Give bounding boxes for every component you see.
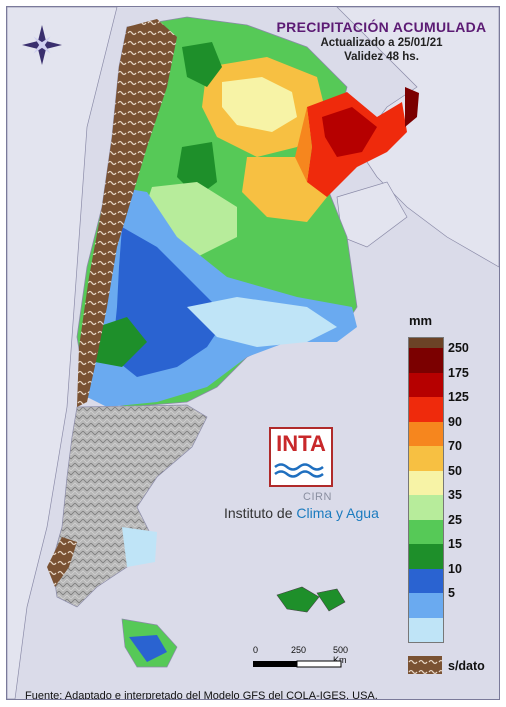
inta-logo: INTA	[269, 427, 333, 487]
legend-label-10: 10	[448, 561, 462, 576]
scale-bar-graphic	[253, 660, 342, 668]
legend-swatch-4	[408, 446, 444, 471]
andes-no-data	[77, 19, 177, 407]
scale-label-500: 500 Km	[333, 645, 349, 665]
legend-label-35: 35	[448, 488, 462, 502]
legend-swatch-5	[408, 470, 444, 495]
chile-region	[7, 7, 118, 699]
source-footer: Fuente: Adaptado e interpretado del Mode…	[25, 690, 378, 700]
malvinas-islands	[276, 586, 346, 613]
legend-swatch-11	[408, 617, 444, 643]
scale-label-0: 0	[253, 645, 259, 655]
legend-label-175: 175	[448, 365, 469, 380]
precipitation-map	[7, 7, 499, 699]
inta-logo-text: INTA	[276, 431, 326, 456]
update-date: Actualizado a 25/01/21	[320, 37, 443, 49]
patagonia-region	[51, 404, 208, 608]
legend-label-5: 5	[448, 586, 455, 600]
no-data-label: s/dato	[448, 659, 485, 673]
cirn-label: CIRN	[303, 491, 332, 503]
scale-label-250: 250	[291, 645, 307, 655]
legend-swatch-9	[408, 568, 444, 593]
legend-colorbar	[408, 337, 444, 643]
legend-swatch-10	[408, 593, 444, 618]
legend-label-125: 125	[448, 390, 469, 404]
map-title: PRECIPITACIÓN ACUMULADA	[276, 19, 487, 35]
legend-label-70: 70	[448, 439, 462, 453]
legend-swatch-6	[408, 495, 444, 520]
wave-icon	[274, 463, 324, 478]
institute-highlight: Clima y Agua	[296, 505, 379, 521]
legend-label-250: 250	[448, 341, 469, 355]
legend-label-90: 90	[448, 414, 462, 429]
legend-label-50: 50	[448, 463, 462, 478]
legend-swatch-1	[408, 372, 444, 397]
institute-name: Instituto de Clima y Agua	[224, 505, 379, 521]
compass-rose-icon	[22, 25, 62, 65]
institute-prefix: Instituto de	[224, 505, 297, 521]
legend-swatch-top	[408, 337, 444, 348]
legend-swatch-0	[408, 348, 444, 373]
no-data-swatch	[408, 656, 442, 674]
title-block: PRECIPITACIÓN ACUMULADA Actualizado a 25…	[259, 19, 499, 63]
legend-unit: mm	[409, 313, 433, 328]
legend-swatch-3	[408, 421, 444, 446]
legend-swatch-7	[408, 519, 444, 544]
validity: Validez 48 hs.	[344, 51, 419, 63]
legend-swatch-2	[408, 397, 444, 422]
map-frame: PRECIPITACIÓN ACUMULADA Actualizado a 25…	[6, 6, 500, 700]
legend-label-15: 15	[448, 537, 462, 551]
legend-label-25: 25	[448, 512, 462, 527]
legend-swatch-8	[408, 544, 444, 569]
